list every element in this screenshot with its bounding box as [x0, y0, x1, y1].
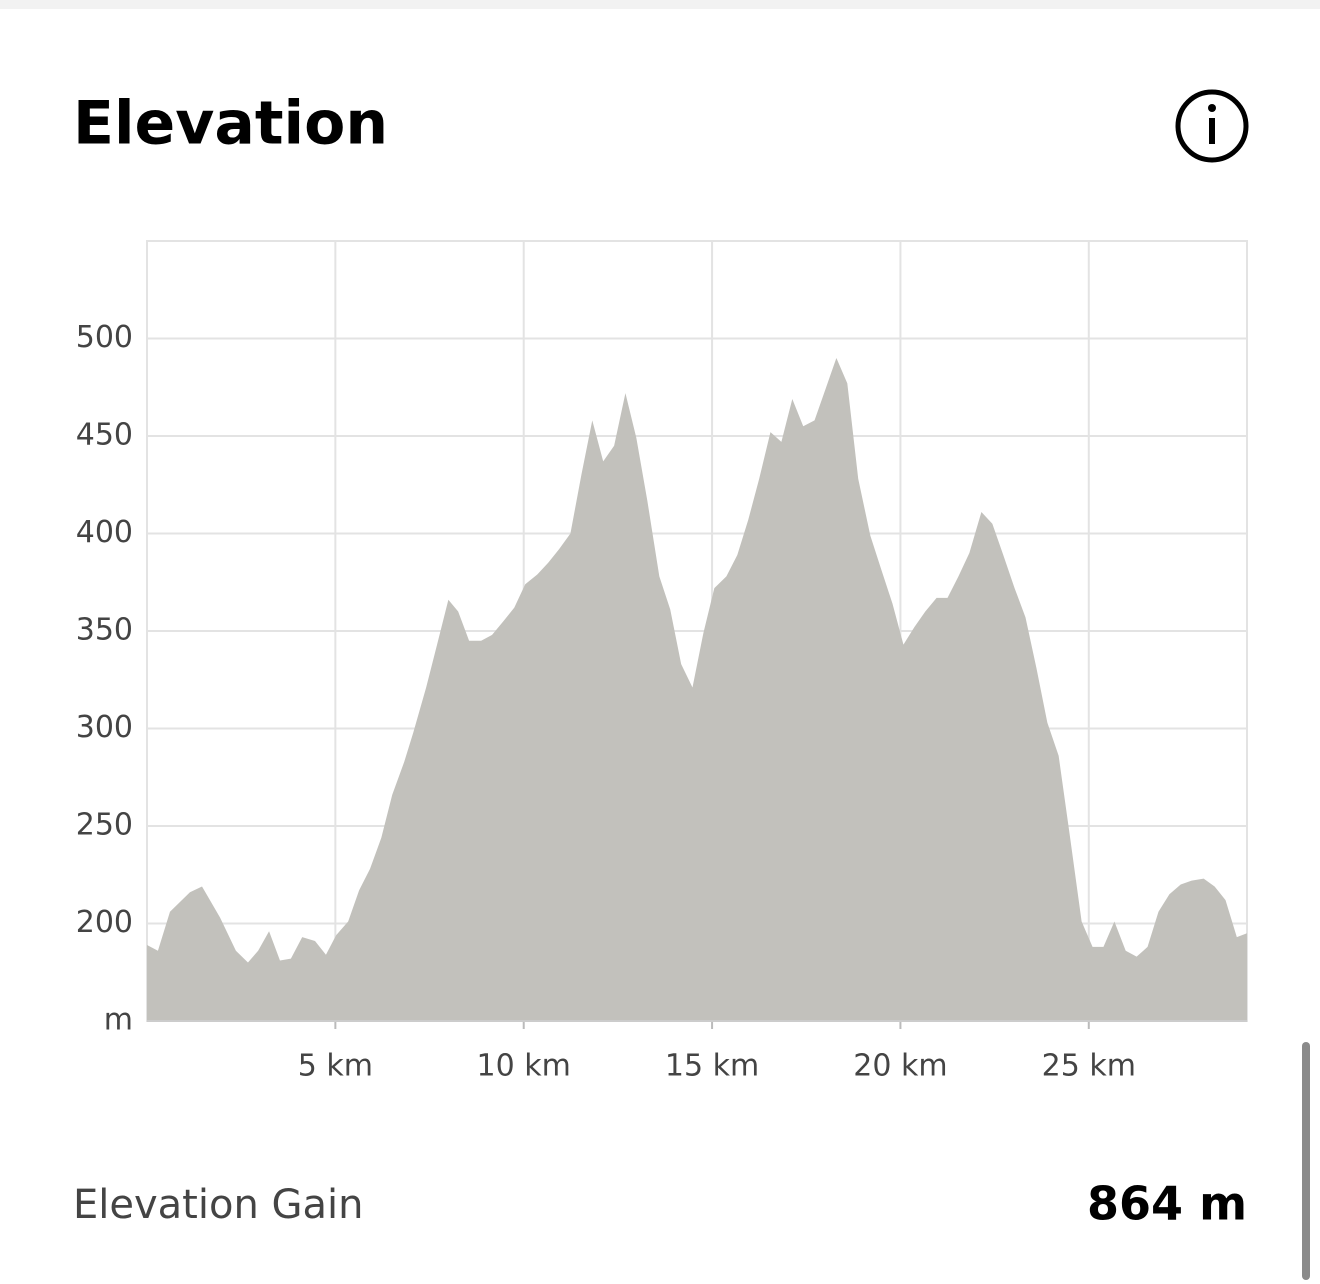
y-tick-label: m	[104, 1003, 133, 1038]
x-tick-label: 5 km	[298, 1049, 373, 1084]
y-tick-label: 200	[76, 905, 133, 940]
info-button[interactable]	[1175, 89, 1249, 163]
plot: m 200 250 300 350 400 450 500 5 km 10 km 15 km 20 k…	[76, 240, 1248, 1084]
x-tick-label: 10 km	[477, 1049, 571, 1084]
y-tick-label: 250	[76, 808, 133, 843]
y-tick-label: 400	[76, 515, 133, 550]
x-tick-label: 25 km	[1042, 1049, 1136, 1084]
x-tick-label: 20 km	[853, 1049, 947, 1084]
x-tick-label: 15 km	[665, 1049, 759, 1084]
stat-value: 864 m	[1087, 1177, 1247, 1231]
info-circle[interactable]	[1175, 89, 1249, 163]
top-bar	[0, 0, 1320, 9]
y-tick-label: 350	[76, 613, 133, 648]
scrollbar[interactable]	[1302, 1042, 1310, 1280]
info-dot[interactable]	[1208, 104, 1216, 112]
stat-label: Elevation Gain	[73, 1182, 364, 1228]
elevation-area	[147, 358, 1247, 1021]
y-tick-label: 500	[76, 320, 133, 355]
y-tick-label: 450	[76, 418, 133, 453]
y-tick-label: 300	[76, 710, 133, 745]
info-stem[interactable]	[1209, 118, 1215, 144]
title: Elevation	[73, 89, 388, 159]
